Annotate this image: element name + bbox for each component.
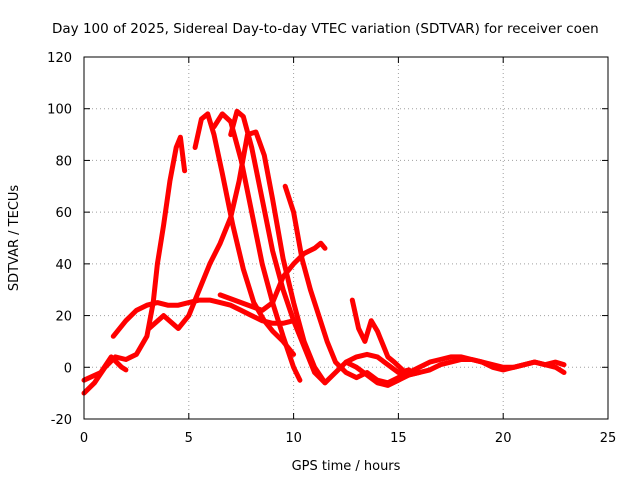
x-tick-label: 25	[600, 431, 617, 446]
x-tick-label: 5	[185, 431, 193, 446]
y-tick-label: -20	[51, 413, 72, 428]
series-arc-1	[81, 134, 188, 396]
plot-frame	[83, 56, 609, 420]
y-axis-label: SDTVAR / TECUs	[7, 185, 22, 292]
chart-title: Day 100 of 2025, Sidereal Day-to-day VTE…	[52, 21, 599, 37]
data-series	[81, 108, 567, 396]
x-axis-label: GPS time / hours	[292, 459, 401, 474]
y-tick-label: 100	[47, 103, 72, 118]
y-axis-ticks: -20 0 20 40 60 80 100 120	[47, 51, 608, 428]
series-arc-5	[146, 129, 328, 386]
series-arc-4	[192, 111, 297, 357]
series-arc-10	[349, 297, 406, 373]
x-tick-label: 0	[80, 431, 88, 446]
y-tick-label: 60	[55, 206, 72, 221]
y-tick-label: 80	[55, 154, 72, 169]
grid-lines	[84, 57, 608, 419]
x-tick-label: 10	[285, 431, 302, 446]
x-tick-label: 20	[495, 431, 512, 446]
series-arc-12	[395, 354, 567, 381]
y-tick-label: 0	[64, 361, 72, 376]
y-tick-label: 20	[55, 310, 72, 325]
series-arc-7	[228, 108, 412, 386]
series-arc-2	[81, 354, 129, 383]
x-tick-label: 15	[390, 431, 407, 446]
series-arc-8	[217, 240, 328, 313]
series-arc-6	[211, 111, 303, 383]
y-tick-label: 40	[55, 258, 72, 273]
x-axis-ticks: 0 5 10 15 20 25	[80, 57, 616, 446]
y-tick-label: 120	[47, 51, 72, 66]
